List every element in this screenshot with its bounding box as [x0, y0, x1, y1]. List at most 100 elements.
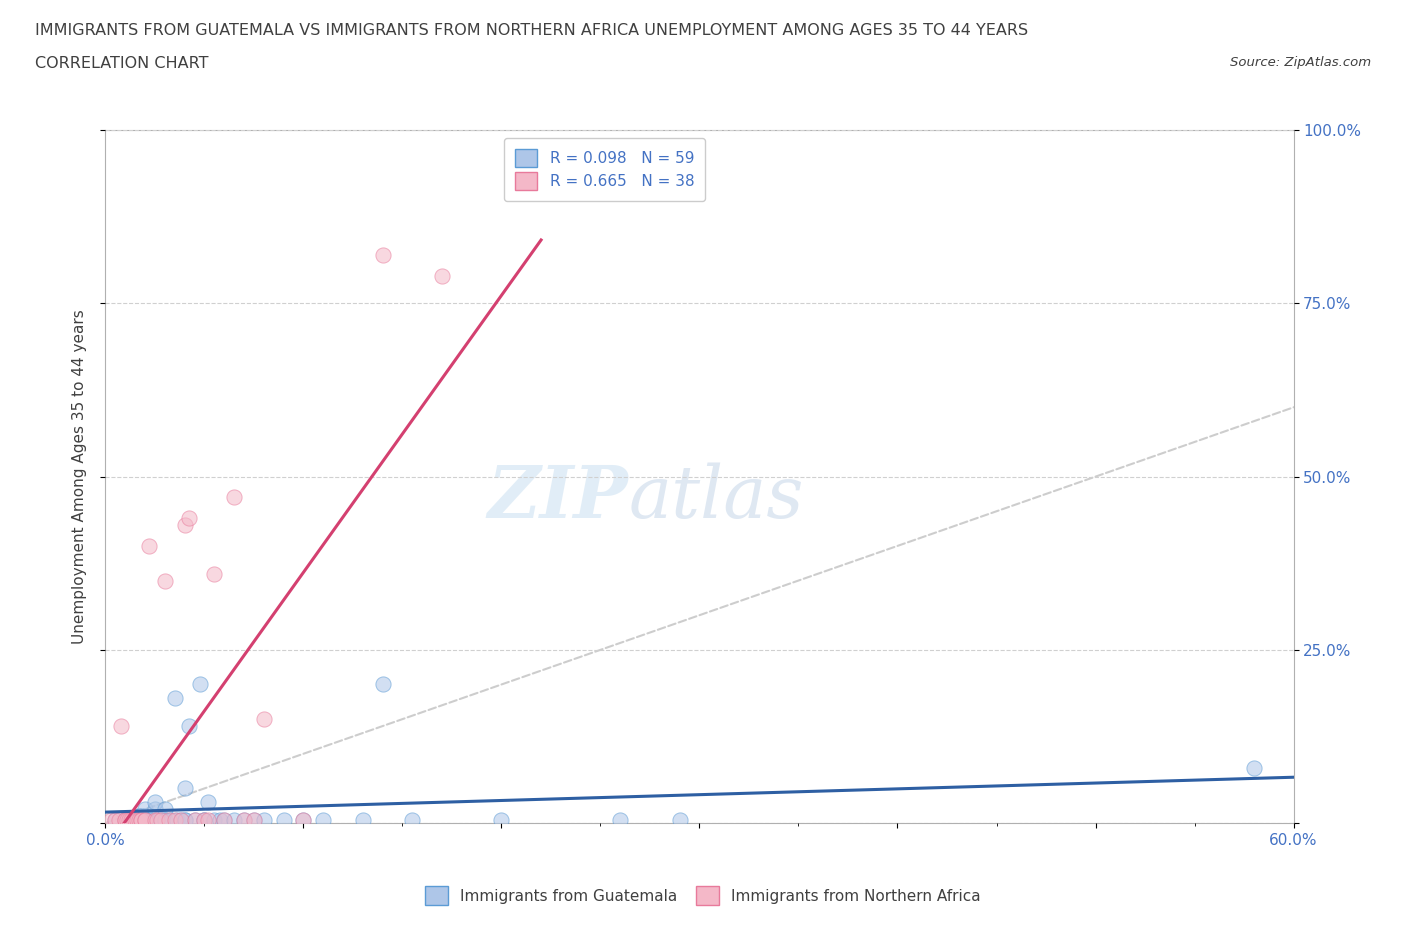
Point [177, 719, 200, 734]
Point [209, 812, 232, 827]
Point [134, 812, 156, 827]
Point [129, 809, 152, 824]
Point [159, 812, 181, 827]
Point [609, 812, 631, 827]
Text: ZIP: ZIP [488, 462, 628, 533]
Point [668, 812, 690, 827]
Point [173, 518, 195, 533]
Point [118, 812, 141, 827]
Legend: R = 0.098   N = 59, R = 0.665   N = 38: R = 0.098 N = 59, R = 0.665 N = 38 [503, 138, 704, 201]
Point [114, 812, 136, 827]
Point [104, 812, 127, 827]
Text: Source: ZipAtlas.com: Source: ZipAtlas.com [1230, 56, 1371, 69]
Point [124, 812, 146, 827]
Point [134, 812, 156, 827]
Point [173, 812, 195, 827]
Point [149, 812, 172, 827]
Point [371, 247, 394, 262]
Point [312, 812, 335, 827]
Point [183, 812, 205, 827]
Legend: Immigrants from Guatemala, Immigrants from Northern Africa: Immigrants from Guatemala, Immigrants fr… [419, 881, 987, 911]
Point [143, 812, 166, 827]
Point [352, 812, 374, 827]
Point [243, 812, 266, 827]
Point [202, 812, 225, 827]
Point [143, 812, 166, 827]
Point [243, 812, 266, 827]
Point [128, 809, 150, 824]
Point [100, 812, 122, 827]
Point [166, 812, 188, 827]
Point [214, 812, 236, 827]
Point [134, 802, 156, 817]
Point [153, 802, 176, 817]
Point [128, 812, 150, 827]
Point [149, 812, 172, 827]
Point [1243, 760, 1265, 775]
Point [193, 812, 215, 827]
Point [233, 812, 256, 827]
Point [138, 812, 160, 827]
Point [134, 809, 156, 824]
Point [146, 812, 169, 827]
Point [224, 490, 246, 505]
Point [153, 812, 176, 827]
Point [132, 812, 155, 827]
Point [401, 812, 423, 827]
Point [193, 812, 215, 827]
Point [273, 812, 295, 827]
Point [114, 812, 136, 827]
Point [193, 812, 215, 827]
Point [197, 795, 219, 810]
Point [129, 812, 152, 827]
Point [292, 812, 315, 827]
Point [153, 573, 176, 588]
Point [108, 812, 131, 827]
Point [157, 812, 180, 827]
Point [224, 812, 246, 827]
Point [118, 812, 141, 827]
Point [139, 812, 162, 827]
Point [177, 511, 200, 525]
Point [153, 812, 176, 827]
Point [134, 812, 156, 827]
Text: CORRELATION CHART: CORRELATION CHART [35, 56, 208, 71]
Point [138, 812, 160, 827]
Point [170, 812, 193, 827]
Point [371, 677, 394, 692]
Point [110, 719, 132, 734]
Point [491, 812, 513, 827]
Point [170, 812, 193, 827]
Point [138, 538, 160, 553]
Point [202, 566, 225, 581]
Point [114, 812, 136, 827]
Point [292, 812, 315, 827]
Point [143, 802, 166, 817]
Point [173, 812, 195, 827]
Point [129, 812, 152, 827]
Point [124, 812, 146, 827]
Point [253, 812, 276, 827]
Point [163, 691, 186, 706]
Point [115, 812, 138, 827]
Point [183, 812, 205, 827]
Point [153, 812, 176, 827]
Point [127, 812, 149, 827]
Point [148, 812, 170, 827]
Point [197, 812, 219, 827]
Point [104, 812, 127, 827]
Point [134, 812, 156, 827]
Point [233, 812, 256, 827]
Point [143, 795, 166, 810]
Point [120, 812, 142, 827]
Point [173, 781, 195, 796]
Point [127, 812, 149, 827]
Point [163, 812, 186, 827]
Point [190, 677, 212, 692]
Point [128, 809, 150, 824]
Point [253, 711, 276, 726]
Text: atlas: atlas [628, 462, 804, 533]
Point [129, 809, 152, 824]
Point [430, 268, 453, 283]
Y-axis label: Unemployment Among Ages 35 to 44 years: Unemployment Among Ages 35 to 44 years [72, 310, 87, 644]
